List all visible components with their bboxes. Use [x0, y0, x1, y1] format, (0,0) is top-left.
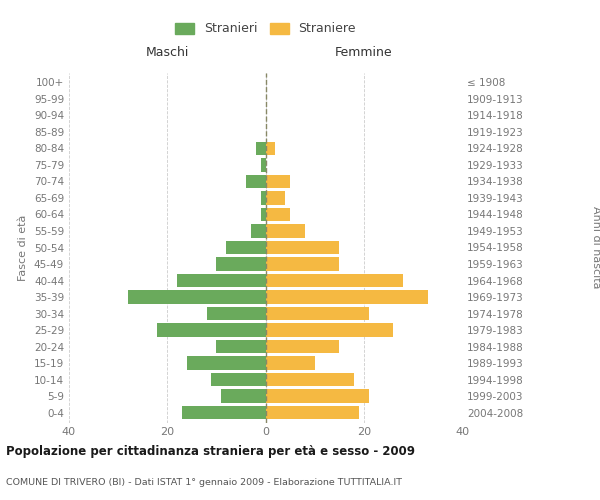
Bar: [260, 158, 265, 172]
Text: COMUNE DI TRIVERO (BI) - Dati ISTAT 1° gennaio 2009 - Elaborazione TUTTITALIA.IT: COMUNE DI TRIVERO (BI) - Dati ISTAT 1° g…: [6, 478, 402, 487]
Bar: [265, 356, 314, 370]
Bar: [221, 390, 265, 403]
Bar: [260, 208, 265, 221]
Bar: [265, 191, 285, 204]
Text: Maschi: Maschi: [146, 46, 189, 60]
Bar: [182, 406, 265, 419]
Y-axis label: Fasce di età: Fasce di età: [19, 214, 28, 280]
Bar: [265, 274, 403, 287]
Bar: [217, 340, 265, 353]
Bar: [265, 406, 359, 419]
Bar: [211, 373, 265, 386]
Bar: [265, 257, 339, 271]
Bar: [265, 208, 290, 221]
Y-axis label: Anni di nascita: Anni di nascita: [591, 206, 600, 288]
Bar: [265, 390, 368, 403]
Text: Popolazione per cittadinanza straniera per età e sesso - 2009: Popolazione per cittadinanza straniera p…: [6, 445, 415, 458]
Bar: [206, 307, 265, 320]
Bar: [177, 274, 265, 287]
Bar: [265, 174, 290, 188]
Legend: Stranieri, Straniere: Stranieri, Straniere: [170, 18, 361, 40]
Bar: [265, 340, 339, 353]
Bar: [256, 142, 265, 155]
Bar: [157, 324, 265, 337]
Bar: [265, 290, 428, 304]
Bar: [265, 142, 275, 155]
Bar: [246, 174, 265, 188]
Bar: [265, 240, 339, 254]
Bar: [265, 373, 354, 386]
Text: Femmine: Femmine: [335, 46, 392, 60]
Bar: [128, 290, 265, 304]
Bar: [265, 307, 368, 320]
Bar: [260, 191, 265, 204]
Bar: [251, 224, 265, 238]
Bar: [187, 356, 265, 370]
Bar: [217, 257, 265, 271]
Bar: [265, 224, 305, 238]
Bar: [226, 240, 265, 254]
Bar: [265, 324, 393, 337]
